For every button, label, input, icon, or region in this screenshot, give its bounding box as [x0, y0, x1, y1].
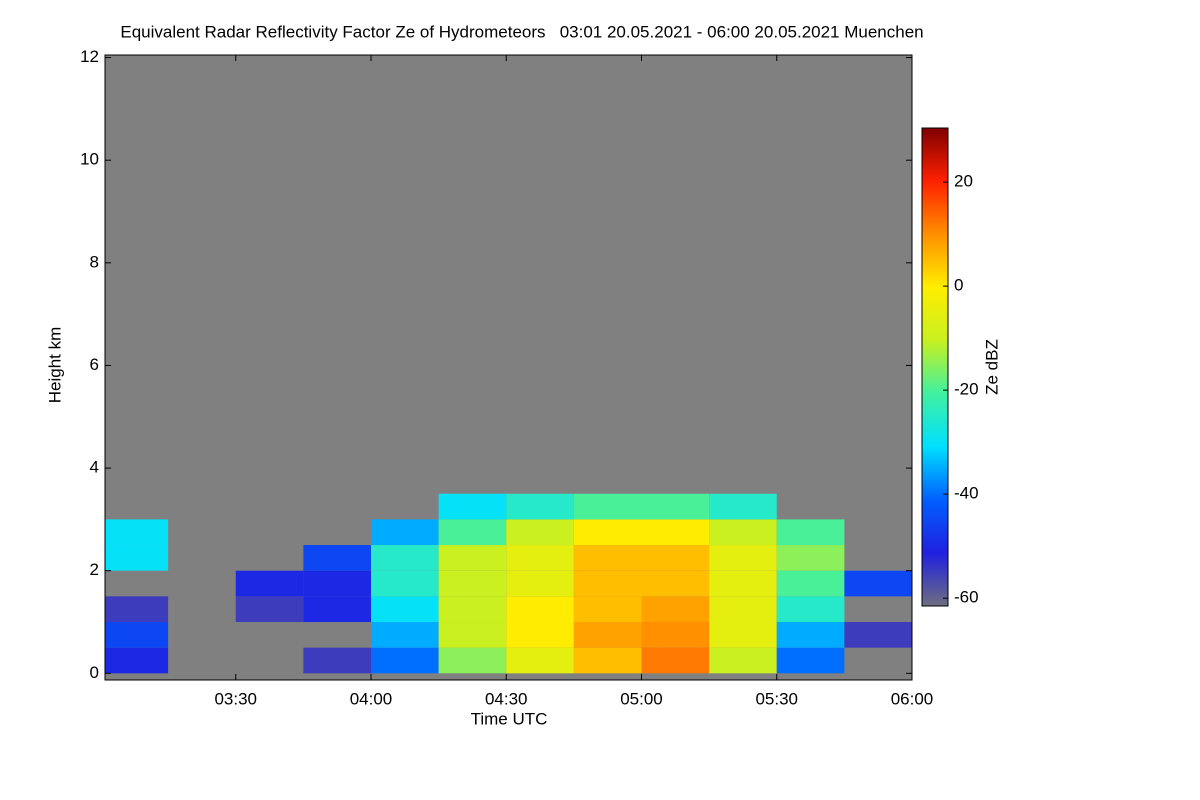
heatmap-cell	[370, 596, 439, 623]
y-tick-label: 10	[80, 150, 99, 169]
heatmap-cell	[438, 493, 507, 520]
heatmap-cell	[370, 545, 439, 571]
heatmap-cell	[641, 570, 710, 597]
heatmap-cell	[438, 647, 507, 674]
heatmap-cell	[776, 622, 845, 648]
heatmap-cell	[370, 519, 439, 546]
heatmap-cell	[573, 493, 642, 520]
heatmap-cell	[573, 545, 642, 571]
heatmap-cell	[303, 596, 371, 623]
heatmap-cell	[506, 545, 574, 571]
heatmap-cell	[709, 622, 777, 648]
plot-frame	[104, 54, 913, 681]
heatmap-cell	[573, 570, 642, 597]
heatmap-cell	[776, 570, 845, 597]
heatmap-cell	[506, 596, 574, 623]
plot-area	[105, 55, 912, 680]
colorbar	[921, 127, 949, 607]
heatmap-cell	[235, 596, 304, 623]
heatmap-cell	[303, 545, 371, 571]
heatmap-cell	[776, 647, 845, 674]
heatmap-cell	[709, 570, 777, 597]
heatmap-cell	[105, 545, 169, 571]
heatmap-cell	[438, 570, 507, 597]
heatmap-cell	[105, 596, 169, 623]
x-tick-label: 04:30	[485, 689, 528, 708]
heatmap-cell	[776, 519, 845, 546]
colorbar-tick-label: -40	[954, 484, 979, 503]
heatmap-cell	[709, 493, 777, 520]
heatmap-cell	[438, 596, 507, 623]
heatmap-cell	[235, 570, 304, 597]
heatmap-cell	[709, 596, 777, 623]
heatmap-cell	[573, 519, 642, 546]
heatmap-cell	[370, 647, 439, 674]
heatmap-cell	[709, 545, 777, 571]
heatmap-cell	[641, 545, 710, 571]
x-tick-label: 06:00	[891, 689, 934, 708]
heatmap-cell	[573, 622, 642, 648]
heatmap-cell	[641, 493, 710, 520]
heatmap-cell	[844, 570, 912, 597]
heatmap-cell	[370, 622, 439, 648]
x-tick-label: 03:30	[214, 689, 257, 708]
heatmap-cell	[438, 622, 507, 648]
heatmap-cell	[438, 519, 507, 546]
colorbar-tick-label: -60	[954, 588, 979, 607]
heatmap-cell	[641, 519, 710, 546]
heatmap-cell	[506, 647, 574, 674]
x-tick-label: 05:00	[620, 689, 663, 708]
y-tick-label: 8	[90, 252, 99, 271]
heatmap-cell	[776, 545, 845, 571]
y-tick-label: 6	[90, 355, 99, 374]
colorbar-tick-label: 20	[954, 172, 973, 191]
y-axis-label: Height km	[45, 327, 64, 404]
heatmap-cell	[776, 596, 845, 623]
heatmap-cell	[506, 570, 574, 597]
colorbar-tick-label: 0	[954, 276, 963, 295]
heatmap-cell	[105, 622, 169, 648]
heatmap-cell	[506, 519, 574, 546]
heatmap-cell	[506, 493, 574, 520]
heatmap-cell	[641, 622, 710, 648]
heatmap-cell	[370, 570, 439, 597]
heatmap-cell	[709, 647, 777, 674]
heatmap-cell	[438, 545, 507, 571]
y-tick-label: 0	[90, 663, 99, 682]
heatmap-cell	[303, 570, 371, 597]
heatmap-cell	[506, 622, 574, 648]
x-tick-label: 05:30	[755, 689, 798, 708]
heatmap-cell	[105, 647, 169, 674]
heatmap-cell	[641, 647, 710, 674]
colorbar-label: Ze dBZ	[982, 339, 1001, 395]
heatmap-cell	[573, 596, 642, 623]
chart-title: Equivalent Radar Reflectivity Factor Ze …	[120, 22, 923, 41]
x-axis-label: Time UTC	[471, 709, 548, 728]
y-tick-label: 4	[90, 458, 99, 477]
heatmap-cell	[641, 596, 710, 623]
heatmap-cell	[844, 622, 912, 648]
y-tick-label: 2	[90, 560, 99, 579]
heatmap-cell	[709, 519, 777, 546]
heatmap-cell	[303, 647, 371, 674]
heatmap-cell	[105, 519, 169, 546]
heatmap-cell	[573, 647, 642, 674]
x-tick-label: 04:00	[350, 689, 393, 708]
colorbar-tick-label: -20	[954, 380, 979, 399]
y-tick-label: 12	[80, 47, 99, 66]
